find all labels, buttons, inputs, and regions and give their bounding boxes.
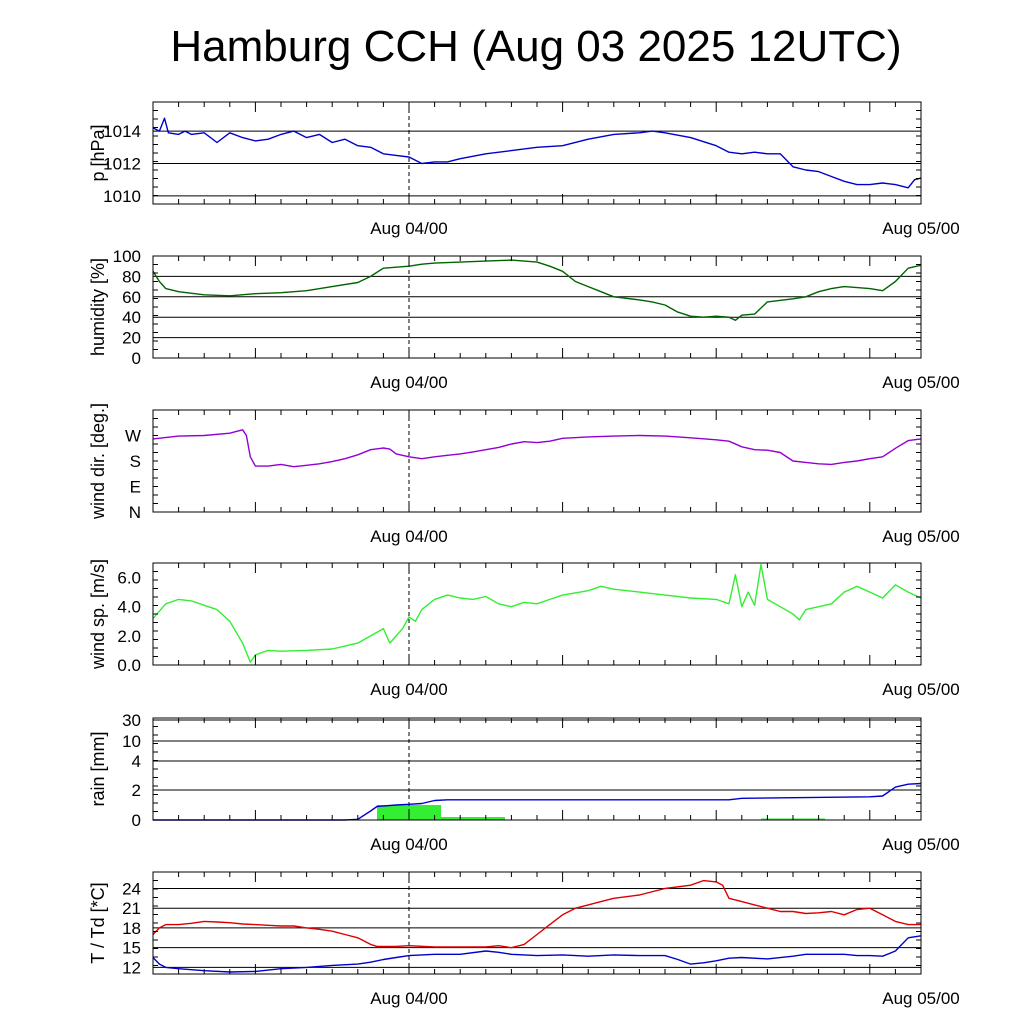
- y-tick-label: 20: [122, 329, 141, 348]
- y-tick-label: 15: [122, 939, 141, 958]
- y-tick-label: 80: [122, 267, 141, 286]
- y-tick-label: 2.0: [117, 627, 141, 646]
- x-tick-label: Aug 04/00: [370, 680, 448, 699]
- y-tick-label: 100: [113, 247, 141, 266]
- y-tick-label: 1010: [103, 187, 141, 206]
- series-line: [152, 429, 922, 468]
- panel-4: 0 2 410 30 Aug 04/00 Aug 05/00 rain [mm]: [88, 711, 960, 854]
- y-tick-label: 0.0: [117, 656, 141, 675]
- y-tick-label: S: [130, 452, 141, 471]
- series-line: [152, 935, 922, 973]
- y-tick-label: 18: [122, 919, 141, 938]
- y-axis-label: wind dir. [deg.]: [88, 403, 108, 520]
- x-tick-label: Aug 05/00: [882, 835, 960, 854]
- x-tick-label: Aug 04/00: [370, 527, 448, 546]
- y-tick-label: 60: [122, 288, 141, 307]
- plot-frame: [152, 562, 922, 666]
- y-tick-label: 2: [132, 781, 141, 800]
- x-tick-label: Aug 05/00: [882, 219, 960, 238]
- panel-0: 1010 1012 1014 Aug 04/00 Aug 05/00 p [hPa]: [88, 101, 960, 238]
- series-line: [152, 259, 922, 321]
- y-tick-label: 40: [122, 308, 141, 327]
- series-line: [152, 117, 922, 189]
- y-tick-label: 24: [122, 879, 141, 898]
- y-tick-label: 4: [132, 752, 141, 771]
- chart-title: Hamburg CCH (Aug 03 2025 12UTC): [170, 22, 902, 71]
- y-tick-label: W: [125, 427, 141, 446]
- y-tick-label: 30: [122, 711, 141, 730]
- x-tick-label: Aug 05/00: [882, 680, 960, 699]
- y-tick-label: 1012: [103, 155, 141, 174]
- plot-frame: [152, 717, 922, 821]
- series-line: [153, 782, 922, 821]
- y-tick-label: 1014: [103, 122, 141, 141]
- y-axis-label: T / Td [*C]: [88, 882, 108, 963]
- y-tick-label: 10: [122, 732, 141, 751]
- panel-3: 0.0 2.0 4.0 6.0 Aug 04/00 Aug 05/00 wind sp. […: [88, 559, 960, 699]
- series-line: [152, 879, 921, 949]
- x-tick-label: Aug 05/00: [882, 989, 960, 1008]
- y-tick-label: 0: [132, 349, 141, 368]
- series-line: [152, 563, 922, 663]
- plot-frame: [152, 255, 922, 359]
- plot-frame: [152, 871, 922, 975]
- x-tick-label: Aug 05/00: [882, 373, 960, 392]
- y-axis-label: p [hPa]: [88, 124, 108, 181]
- x-tick-label: Aug 04/00: [370, 373, 448, 392]
- x-tick-label: Aug 05/00: [882, 527, 960, 546]
- y-tick-label: 4.0: [117, 598, 141, 617]
- plot-frame: [152, 409, 922, 513]
- rain-bar: [441, 817, 505, 820]
- x-tick-label: Aug 04/00: [370, 835, 448, 854]
- y-tick-label: E: [130, 478, 141, 497]
- y-tick-label: 6.0: [117, 569, 141, 588]
- x-tick-label: Aug 04/00: [370, 219, 448, 238]
- y-tick-label: N: [129, 503, 141, 522]
- plot-frame: [152, 101, 922, 205]
- y-tick-label: 0: [132, 811, 141, 830]
- y-tick-label: 12: [122, 958, 141, 977]
- y-axis-label: wind sp. [m/s]: [88, 559, 108, 670]
- y-axis-label: rain [mm]: [88, 731, 108, 806]
- y-axis-label: humidity [%]: [88, 258, 108, 356]
- x-tick-label: Aug 04/00: [370, 989, 448, 1008]
- y-tick-label: 21: [122, 899, 141, 918]
